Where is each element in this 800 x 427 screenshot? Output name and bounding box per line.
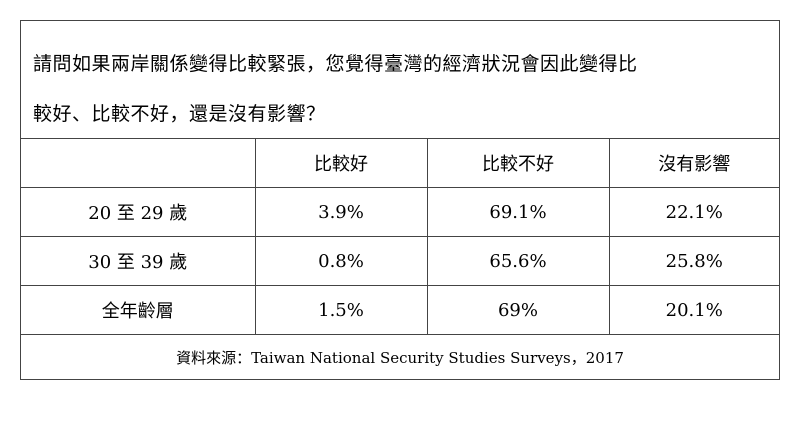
- cell-worse: 65.6%: [427, 236, 610, 286]
- header-better: 比較好: [255, 139, 428, 188]
- question-line-1: 請問如果兩岸關係變得比較緊張，您覺得臺灣的經濟狀況會因此變得比: [33, 53, 638, 75]
- row-label: 20 至 29 歲: [21, 187, 256, 237]
- row-label: 全年齡層: [21, 285, 256, 335]
- survey-table-container: 請問如果兩岸關係變得比較緊張，您覺得臺灣的經濟狀況會因此變得比 較好、比較不好，…: [20, 20, 780, 380]
- source-note: 資料來源：Taiwan National Security Studies Su…: [176, 349, 624, 367]
- cell-no-effect: 22.1%: [609, 187, 779, 237]
- cell-worse: 69%: [427, 285, 610, 335]
- header-empty: [21, 139, 256, 188]
- table-row: 全年齡層 1.5% 69% 20.1%: [21, 285, 779, 335]
- cell-no-effect: 25.8%: [609, 236, 779, 286]
- header-row: 比較好 比較不好 沒有影響: [21, 139, 779, 188]
- cell-worse: 69.1%: [427, 187, 610, 237]
- cell-better: 3.9%: [255, 187, 428, 237]
- header-no-effect: 沒有影響: [609, 139, 779, 188]
- question-line-2: 較好、比較不好，還是沒有影響？: [33, 103, 326, 125]
- table-row: 30 至 39 歲 0.8% 65.6% 25.8%: [21, 236, 779, 286]
- table-row: 20 至 29 歲 3.9% 69.1% 22.1%: [21, 187, 779, 237]
- header-worse: 比較不好: [427, 139, 610, 188]
- results-table: 比較好 比較不好 沒有影響 20 至 29 歲 3.9% 69.1% 22.1%…: [21, 139, 779, 335]
- row-label: 30 至 39 歲: [21, 236, 256, 286]
- question-text: 請問如果兩岸關係變得比較緊張，您覺得臺灣的經濟狀況會因此變得比 較好、比較不好，…: [21, 21, 779, 139]
- cell-better: 1.5%: [255, 285, 428, 335]
- cell-no-effect: 20.1%: [609, 285, 779, 335]
- cell-better: 0.8%: [255, 236, 428, 286]
